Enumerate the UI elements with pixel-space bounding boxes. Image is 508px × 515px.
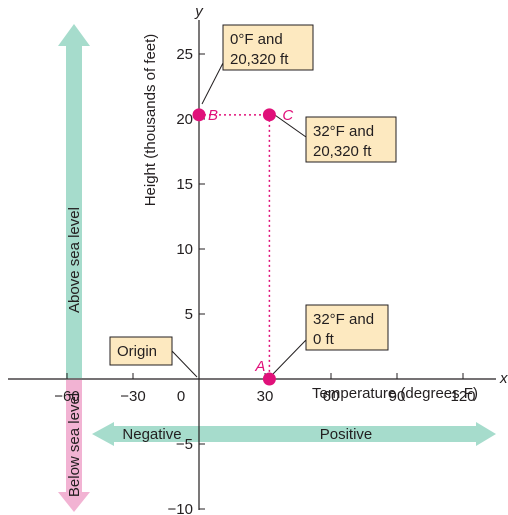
x-tick-label: 30 [257,388,274,405]
callout-text: Origin [117,343,157,360]
callout-origin: Origin [109,336,173,366]
point-label-b: B [208,107,218,124]
callout-box [109,336,173,366]
y-tick-label: 10 [176,241,193,258]
y-axis-label: Height (thousands of feet) [142,34,159,207]
negative-label: Negative [122,426,181,443]
below-sea-level-arrow: Below sea level [58,380,90,512]
y-tick-label: 25 [176,46,193,63]
callout-link-point-b [201,62,224,105]
x-tick-label: −60 [54,388,79,405]
callout-link-point-c [271,112,307,138]
above-sea-level-label: Above sea level [66,207,83,313]
x-tick-label: −30 [120,388,145,405]
point-a [262,372,276,386]
positive-label: Positive [320,426,373,443]
callout-text: 20,320 ft [230,51,289,68]
x-tick-label: 90 [389,388,406,405]
y-tick-label: 15 [176,176,193,193]
x-tick-label: 60 [323,388,340,405]
callout-point-c: 32°F and 20,320 ft [305,116,397,163]
positive-arrow: Positive [200,422,496,446]
callout-box [305,304,389,351]
point-label-c: C [282,107,293,124]
callout-text: 32°F and [313,123,374,140]
point-label-a: A [254,358,265,375]
point-b [192,108,206,122]
callout-text: 0°F and [230,31,283,48]
callout-link-origin [171,350,198,378]
points: A B C [192,107,293,386]
guide-lines [199,114,271,379]
axes: y x Temperature (degrees F) Height (thou… [8,3,508,510]
callout-text: 32°F and [313,311,374,328]
above-sea-level-arrow: Above sea level [58,24,90,378]
point-c [262,108,276,122]
callout-point-b: 0°F and 20,320 ft [222,24,314,71]
callout-point-a: 32°F and 0 ft [305,304,389,351]
callout-box [222,24,314,71]
y-tick-label: 5 [185,306,193,323]
y-axis-symbol: y [194,3,204,20]
x-axis-symbol: x [499,370,508,387]
x-tick-label: 120 [450,388,475,405]
callout-text: 0 ft [313,331,335,348]
y-tick-label: 20 [176,111,193,128]
y-tick-label: −5 [176,436,193,453]
negative-arrow: Negative [92,422,200,446]
callout-links [171,62,307,378]
callout-text: 20,320 ft [313,143,372,160]
callout-link-point-a [271,339,307,376]
y-tick-label: −10 [168,501,193,515]
callout-box [305,116,397,163]
ticks: −60 −30 30 60 90 120 −10 −5 5 10 15 20 25 [54,46,475,515]
below-sea-level-label: Below sea level [66,393,83,497]
x-axis-label: Temperature (degrees F) [312,385,478,402]
origin-zero-label: 0 [177,388,185,405]
